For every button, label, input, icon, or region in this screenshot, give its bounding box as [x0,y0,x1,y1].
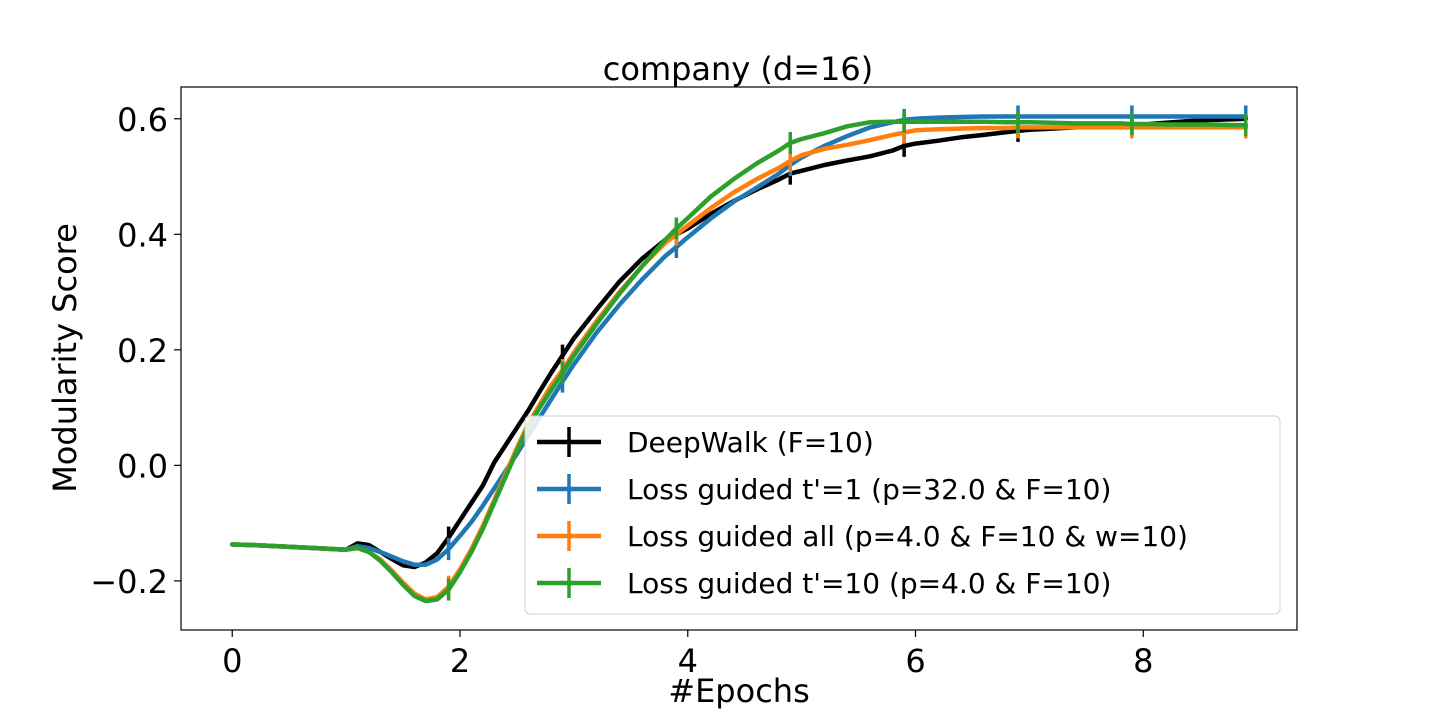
y-tick-label: −0.2 [90,563,168,601]
x-tick-label: 8 [1133,642,1153,680]
legend-item: Loss guided t'=10 (p=4.0 & F=10) [537,567,1111,600]
y-axis: −0.2 0.0 0.2 0.4 0.6 [90,101,181,601]
x-tick-label: 2 [450,642,470,680]
y-tick-label: 0.6 [117,101,168,139]
legend-label: Loss guided t'=10 (p=4.0 & F=10) [627,567,1111,600]
plot-frame [180,86,1298,631]
y-tick-label: 0.4 [117,216,168,254]
x-tick-label: 4 [678,642,698,680]
chart-title: company (d=16) [603,50,873,88]
legend-item: Loss guided t'=1 (p=32.0 & F=10) [537,473,1111,506]
x-tick-label: 6 [905,642,925,680]
x-axis-label: #Epochs [668,672,809,710]
legend-label: DeepWalk (F=10) [627,426,874,459]
y-axis-label: Modularity Score [46,223,84,493]
legend-box [524,415,1281,615]
legend-item: DeepWalk (F=10) [537,426,874,459]
legend-label: Loss guided all (p=4.0 & F=10 & w=10) [627,520,1188,553]
x-tick-label: 0 [222,642,242,680]
series-layer [229,105,1249,604]
y-tick-label: 0.0 [117,447,168,485]
legend: DeepWalk (F=10) Loss guided t'=1 (p=32.0 … [524,415,1281,615]
legend-label: Loss guided t'=1 (p=32.0 & F=10) [627,473,1111,506]
legend-item: Loss guided all (p=4.0 & F=10 & w=10) [537,520,1188,553]
x-axis: 0 2 4 6 8 [222,630,1153,680]
series-3 [229,110,1249,604]
y-tick-label: 0.2 [117,332,168,370]
